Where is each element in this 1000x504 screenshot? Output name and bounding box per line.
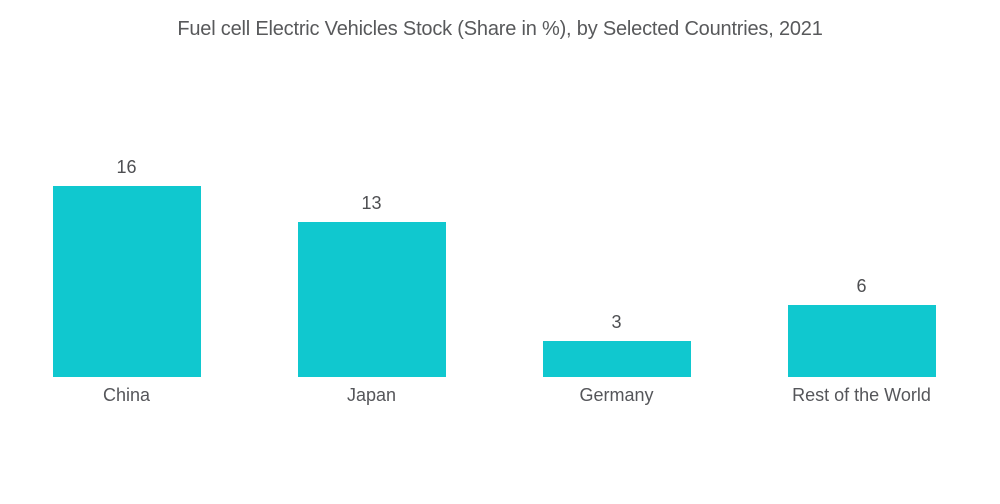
bar-germany xyxy=(542,341,691,377)
bar-value-label: 3 xyxy=(611,312,622,332)
bar-rest-of-world xyxy=(787,305,936,377)
category-label-rest-of-world: Rest of the World xyxy=(792,385,931,405)
bar-value-label: 13 xyxy=(361,193,382,213)
bar-group-germany: 3 xyxy=(494,0,739,377)
bar-group-rest-of-world: 6 xyxy=(739,0,984,377)
category-label-japan: Japan xyxy=(346,385,397,405)
bar-china xyxy=(52,186,201,377)
bar-value-label: 6 xyxy=(856,276,867,296)
bar-value-label: 16 xyxy=(116,157,137,177)
bar-group-japan: 13 xyxy=(249,0,494,377)
bar-japan xyxy=(297,222,446,377)
category-label-germany: Germany xyxy=(579,385,654,405)
category-label-china: China xyxy=(102,385,151,405)
bar-group-china: 16 xyxy=(4,0,249,377)
chart-title: Fuel cell Electric Vehicles Stock (Share… xyxy=(177,18,823,40)
